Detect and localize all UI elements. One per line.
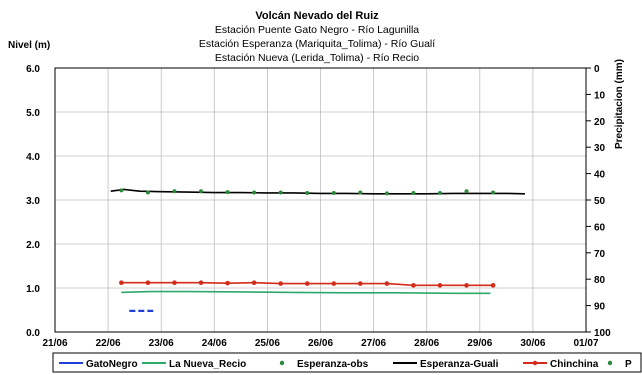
data-point-chinchina [411, 283, 416, 288]
data-point-esperanza-obs [411, 190, 416, 195]
legend-label-esperanza-guali: Esperanza-Guali [420, 359, 499, 370]
y-right-tick-label: 10 [594, 90, 606, 101]
y-left-tick-label: 0.0 [26, 328, 40, 339]
x-tick-label: 26/06 [308, 338, 333, 349]
y-right-tick-labels: 0 10 20 30 40 50 60 70 80 90 100 [586, 64, 611, 339]
data-point-chinchina [119, 280, 124, 286]
data-point-esperanza-obs [278, 190, 283, 195]
legend-box [52, 352, 642, 373]
data-point-esperanza-obs [305, 190, 310, 195]
x-tick-label: 29/06 [467, 338, 492, 349]
y-left-tick-labels: 0.0 1.0 2.0 3.0 4.0 5.0 6.0 [26, 64, 40, 339]
y-right-tick-label: 70 [594, 249, 606, 260]
chart-subtitle-1: Estación Puente Gato Negro - Río Lagunil… [215, 24, 419, 36]
data-point-esperanza-obs [252, 190, 257, 195]
y-right-tick-label: 60 [594, 222, 606, 233]
series-layer [110, 188, 525, 312]
y-right-tick-label: 20 [594, 117, 606, 128]
y-left-tick-label: 6.0 [26, 64, 40, 75]
data-point-esperanza-obs [358, 190, 363, 195]
y-right-tick-label: 80 [594, 275, 606, 286]
data-point-esperanza-obs [331, 190, 336, 195]
legend-label-chinchina: Chinchina [550, 359, 599, 370]
data-point-chinchina [145, 280, 151, 286]
legend-label-la-nueva-recio: La Nueva_Recio [169, 359, 246, 370]
data-point-esperanza-obs [437, 190, 442, 195]
x-tick-labels: 21/06 22/06 23/06 24/06 25/06 26/06 27/06 28/06… [42, 338, 598, 349]
data-point-chinchina [198, 280, 204, 286]
y-right-tick-label: 40 [594, 170, 606, 181]
data-point-esperanza-obs [225, 190, 230, 195]
data-point-chinchina [464, 283, 469, 288]
chart-subtitle-3: Estación Nueva (Lerida_Tolima) - Río Rec… [215, 52, 419, 64]
y-left-tick-label: 3.0 [26, 196, 40, 207]
data-point-esperanza-obs [384, 191, 389, 196]
x-tick-label: 28/06 [414, 338, 439, 349]
x-tick-label: 21/06 [42, 338, 67, 349]
legend-swatch-esperanza-obs [279, 360, 285, 366]
chart-titles: Volcán Nevado del Ruiz Estación Puente G… [199, 10, 435, 64]
chart-subtitle-2: Estación Esperanza (Mariquita_Tolima) - … [199, 38, 435, 50]
y-right-axis-title: Precipitacion (mm) [614, 59, 625, 149]
y-right-tick-label: 0 [594, 64, 600, 75]
data-point-esperanza-obs [464, 189, 469, 194]
legend-swatch-p [607, 360, 613, 366]
data-point-chinchina [331, 281, 337, 286]
data-point-chinchina [172, 280, 177, 286]
legend-label-esperanza-obs: Esperanza-obs [297, 359, 369, 370]
legend: GatoNegro La Nueva_Recio Esperanza-obs Espe… [59, 359, 632, 370]
y-right-tick-label: 100 [594, 328, 611, 339]
y-left-tick-label: 5.0 [26, 108, 40, 119]
data-point-chinchina [304, 281, 310, 286]
data-point-chinchina [251, 280, 257, 286]
x-tick-label: 30/06 [520, 338, 545, 349]
data-point-esperanza-obs [145, 190, 150, 195]
data-point-esperanza-obs [172, 189, 177, 194]
legend-label-gatonegro: GatoNegro [86, 359, 138, 370]
x-tick-label: 23/06 [149, 338, 174, 349]
y-right-tick-label: 50 [594, 196, 606, 207]
y-left-tick-label: 4.0 [26, 152, 40, 163]
x-tick-label: 25/06 [255, 338, 280, 349]
grid-lines [54, 67, 587, 333]
data-point-chinchina [384, 281, 390, 286]
data-point-chinchina [358, 281, 363, 286]
data-point-chinchina [278, 281, 283, 286]
y-left-axis-title: Nivel (m) [8, 40, 50, 51]
data-point-chinchina [225, 280, 230, 286]
data-point-esperanza-obs [491, 190, 496, 195]
data-point-esperanza-obs [119, 188, 124, 193]
legend-label-p: P [625, 359, 632, 370]
series-line-la-nueva-recio [121, 290, 491, 295]
data-point-chinchina [437, 283, 443, 288]
x-tick-label: 24/06 [202, 338, 227, 349]
y-right-tick-label: 90 [594, 302, 606, 313]
data-point-esperanza-obs [199, 189, 204, 194]
chart-title: Volcán Nevado del Ruiz [255, 10, 379, 22]
x-tick-label: 27/06 [361, 338, 386, 349]
y-left-tick-label: 1.0 [26, 284, 40, 295]
x-tick-label: 01/07 [573, 338, 598, 349]
data-point-chinchina [490, 283, 496, 288]
y-left-tick-label: 2.0 [26, 240, 40, 251]
y-right-tick-label: 30 [594, 143, 606, 154]
legend-swatch-marker-chinchina [532, 360, 538, 366]
x-tick-label: 22/06 [96, 338, 121, 349]
